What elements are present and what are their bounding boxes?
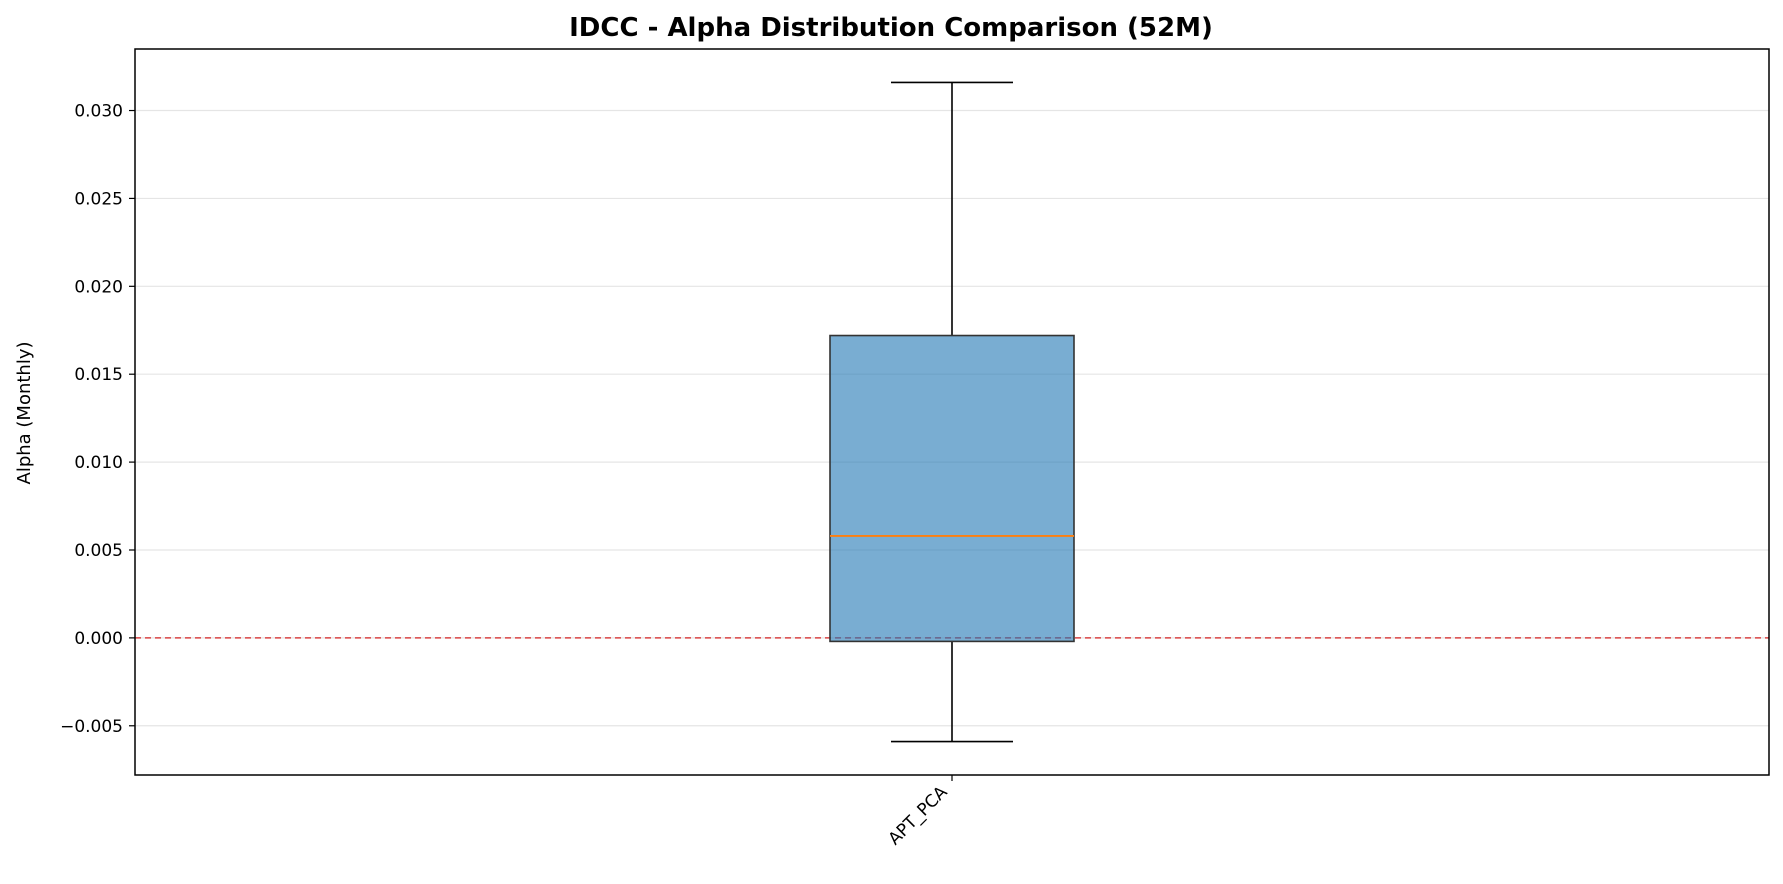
box-plot-group bbox=[829, 81, 1075, 743]
y-tick-label: −0.005 bbox=[60, 717, 123, 737]
x-tick-label: APT_PCA bbox=[885, 782, 952, 849]
y-axis-ticks: −0.005 0.000 0.005 0.010 0.015 0.020 0.025 0.03… bbox=[60, 102, 135, 737]
y-tick-label: 0.030 bbox=[74, 102, 123, 122]
y-tick-label: 0.000 bbox=[74, 629, 123, 649]
y-tick-label: 0.015 bbox=[74, 365, 123, 385]
y-axis-label: Alpha (Monthly) bbox=[14, 341, 35, 484]
chart-title: IDCC - Alpha Distribution Comparison (52… bbox=[569, 13, 1213, 43]
y-tick-label: 0.025 bbox=[74, 189, 123, 209]
y-tick-label: 0.020 bbox=[74, 277, 123, 297]
y-tick-label: 0.005 bbox=[74, 541, 123, 561]
box-iqr bbox=[829, 334, 1075, 643]
y-tick-label: 0.010 bbox=[74, 453, 123, 473]
x-axis-ticks: APT_PCA bbox=[885, 775, 953, 849]
